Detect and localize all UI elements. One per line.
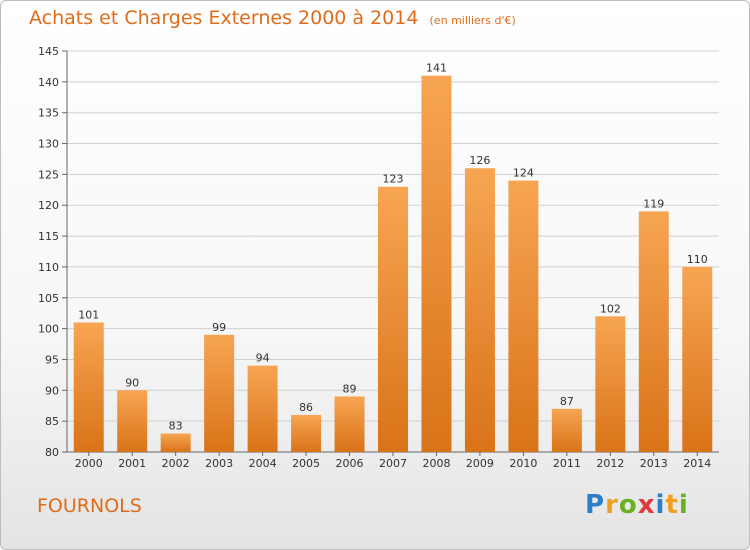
bar-2003 — [204, 334, 235, 452]
bar-2006 — [334, 396, 365, 452]
bar-2009 — [464, 168, 495, 452]
y-tick-label: 115 — [38, 230, 59, 243]
x-tick-label-2006: 2006 — [336, 457, 364, 470]
y-tick-label: 85 — [45, 415, 59, 428]
x-tick-label-2004: 2004 — [249, 457, 277, 470]
bar-2011 — [551, 408, 582, 452]
bar-2005 — [291, 414, 322, 452]
data-label-2008: 141 — [426, 62, 447, 75]
x-tick-label-2012: 2012 — [596, 457, 624, 470]
bar-2013 — [638, 211, 669, 452]
data-label-2012: 102 — [600, 302, 621, 315]
x-tick-label-2002: 2002 — [162, 457, 190, 470]
data-label-2013: 119 — [643, 197, 664, 210]
chart-title: Achats et Charges Externes 2000 à 2014 (… — [29, 7, 516, 29]
y-tick-label: 145 — [38, 45, 59, 58]
bars — [73, 75, 713, 453]
commune-name: FOURNOLS — [37, 495, 142, 517]
y-tick-label: 120 — [38, 199, 59, 212]
proxiti-logo: Proxiti — [585, 490, 689, 520]
logo-letter: i — [655, 490, 666, 520]
data-label-2004: 94 — [256, 352, 270, 365]
x-tick-label-2003: 2003 — [205, 457, 233, 470]
data-label-2011: 87 — [560, 395, 574, 408]
data-label-2014: 110 — [687, 253, 708, 266]
chart-title-text: Achats et Charges Externes 2000 à 2014 — [29, 7, 419, 29]
data-label-2010: 124 — [513, 167, 534, 180]
logo-letter: x — [637, 490, 656, 520]
x-tick-label-2009: 2009 — [466, 457, 494, 470]
x-tick-label-2008: 2008 — [422, 457, 450, 470]
data-label-2005: 86 — [299, 401, 313, 414]
x-tick-label-2007: 2007 — [379, 457, 407, 470]
data-label-2006: 89 — [343, 382, 357, 395]
bar-2004 — [247, 365, 278, 452]
x-tick-label-2011: 2011 — [553, 457, 581, 470]
logo-letter: o — [618, 490, 638, 520]
y-tick-label: 135 — [38, 107, 59, 120]
data-label-2007: 123 — [383, 173, 404, 186]
logo-letter: i — [678, 490, 689, 520]
data-label-2003: 99 — [212, 321, 226, 334]
bar-2008 — [421, 75, 452, 452]
logo-letter: t — [665, 490, 679, 520]
x-tick-label-2013: 2013 — [640, 457, 668, 470]
data-label-2000: 101 — [78, 308, 99, 321]
data-label-2001: 90 — [125, 376, 139, 389]
bar-2010 — [508, 180, 539, 453]
bar-2002 — [160, 433, 191, 452]
data-label-2002: 83 — [169, 419, 183, 432]
y-tick-label: 140 — [38, 76, 59, 89]
bar-2001 — [117, 390, 148, 452]
labels: 80 85 90 95 100 105 110 115 120 125 130 135 140 145 10… — [38, 45, 711, 470]
x-tick-label-2005: 2005 — [292, 457, 320, 470]
y-tick-label: 90 — [45, 384, 59, 397]
y-tick-label: 125 — [38, 168, 59, 181]
y-tick-label: 95 — [45, 353, 59, 366]
bar-2007 — [378, 186, 408, 452]
x-tick-label-2001: 2001 — [118, 457, 146, 470]
y-tick-label: 80 — [45, 446, 59, 459]
y-tick-label: 130 — [38, 138, 59, 151]
data-label-2009: 126 — [469, 154, 490, 167]
x-tick-label-2000: 2000 — [75, 457, 103, 470]
x-tick-label-2010: 2010 — [509, 457, 537, 470]
y-tick-label: 100 — [38, 323, 59, 336]
x-tick-label-2014: 2014 — [683, 457, 711, 470]
y-tick-label: 110 — [38, 261, 59, 274]
bar-2012 — [595, 316, 626, 452]
logo-letter: P — [585, 490, 606, 520]
chart-unit: (en milliers d'€) — [429, 14, 516, 27]
y-tick-label: 105 — [38, 292, 59, 305]
bar-2000 — [73, 322, 104, 452]
bar-2014 — [682, 266, 713, 452]
logo-letter: r — [605, 490, 619, 520]
